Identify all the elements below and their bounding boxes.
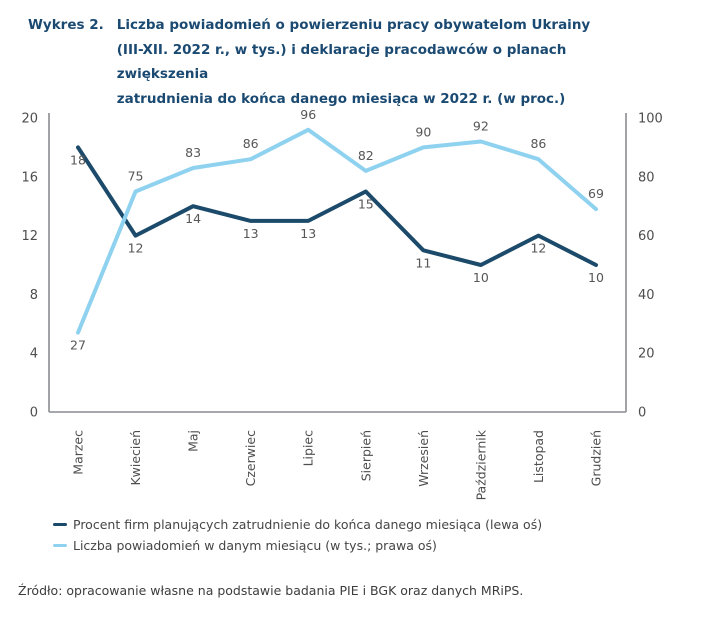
data-point-label: 75 [128, 169, 144, 184]
x-axis-month-label: Grudzień [589, 430, 604, 486]
chart-title-line-3: zatrudnienia do końca danego miesiąca w … [116, 90, 566, 107]
data-point-label: 11 [415, 255, 431, 270]
chart-title-label: Wykres 2. [28, 17, 104, 33]
left-axis-tick: 0 [30, 406, 38, 421]
chart-title-line-1: Liczba powiadomień o powierzeniu pracy o… [116, 17, 591, 33]
data-point-label: 13 [243, 226, 259, 241]
data-point-label: 86 [530, 136, 546, 151]
source-note: Źródło: opracowanie własne na podstawie … [18, 583, 524, 598]
data-point-label: 96 [300, 107, 316, 122]
legend-swatch-navy-line [53, 523, 67, 526]
legend-item-right-axis-series: Liczba powiadomień w danym miesiącu (w t… [53, 538, 542, 553]
data-point-label: 10 [473, 270, 489, 285]
dual-axis-line-chart: 0 4 8 12 16 20 0 20 40 60 80 100 Marzec Kwiecień Maj Cz… [21, 107, 663, 501]
left-axis-tick: 4 [30, 347, 38, 362]
data-point-label: 14 [185, 211, 201, 226]
x-axis-month-label: Listopad [531, 430, 546, 483]
data-point-label: 83 [185, 145, 201, 160]
legend-swatch-lightblue-line [53, 544, 67, 547]
legend-item-left-axis-series: Procent firm planujących zatrudnienie do… [53, 517, 542, 532]
left-axis-tick: 8 [30, 288, 38, 303]
right-axis-tick: 100 [638, 112, 663, 127]
left-axis-tick: 16 [21, 170, 38, 185]
data-point-label: 69 [588, 186, 604, 201]
left-axis-tick: 20 [21, 112, 38, 127]
data-point-label: 82 [358, 148, 374, 163]
data-point-label: 15 [358, 197, 374, 212]
data-point-label: 12 [128, 241, 144, 256]
data-point-label: 18 [70, 152, 86, 167]
right-axis-tick: 60 [638, 229, 655, 244]
data-point-label: 92 [473, 119, 489, 134]
x-axis-month-label: Marzec [71, 430, 86, 475]
right-axis-tick: 80 [638, 170, 655, 185]
data-point-label: 27 [70, 338, 86, 353]
x-axis-month-label: Maj [186, 430, 201, 452]
legend-label: Liczba powiadomień w danym miesiącu (w t… [73, 538, 437, 553]
chart-legend: Procent firm planujących zatrudnienie do… [53, 517, 542, 553]
x-axis-month-label: Lipiec [301, 430, 316, 467]
lightblue-series-line [76, 127, 598, 335]
right-axis-tick: 0 [638, 406, 646, 421]
data-point-label: 90 [415, 124, 431, 139]
x-axis-month-label: Wrzesień [416, 430, 431, 487]
data-point-label: 12 [530, 241, 546, 256]
x-axis-month-label: Październik [473, 429, 488, 500]
x-axis-month-label: Czerwiec [243, 430, 258, 487]
left-axis-tick: 12 [21, 229, 38, 244]
chart-title-line-2: (III-XII. 2022 r., w tys.) i deklaracje … [116, 41, 567, 83]
right-axis-tick: 20 [638, 347, 655, 362]
data-point-label: 10 [588, 270, 604, 285]
data-point-label: 86 [243, 136, 259, 151]
x-axis-month-label: Sierpień [358, 430, 373, 481]
chart-title: Wykres 2. Liczba powiadomień o powierzen… [28, 13, 662, 111]
chart-title-text: Liczba powiadomień o powierzeniu pracy o… [117, 13, 662, 111]
right-axis-tick: 40 [638, 288, 655, 303]
data-point-label: 13 [300, 226, 316, 241]
x-axis-month-label: Kwiecień [128, 430, 143, 486]
legend-label: Procent firm planujących zatrudnienie do… [73, 517, 543, 532]
navy-series-line [76, 145, 598, 267]
